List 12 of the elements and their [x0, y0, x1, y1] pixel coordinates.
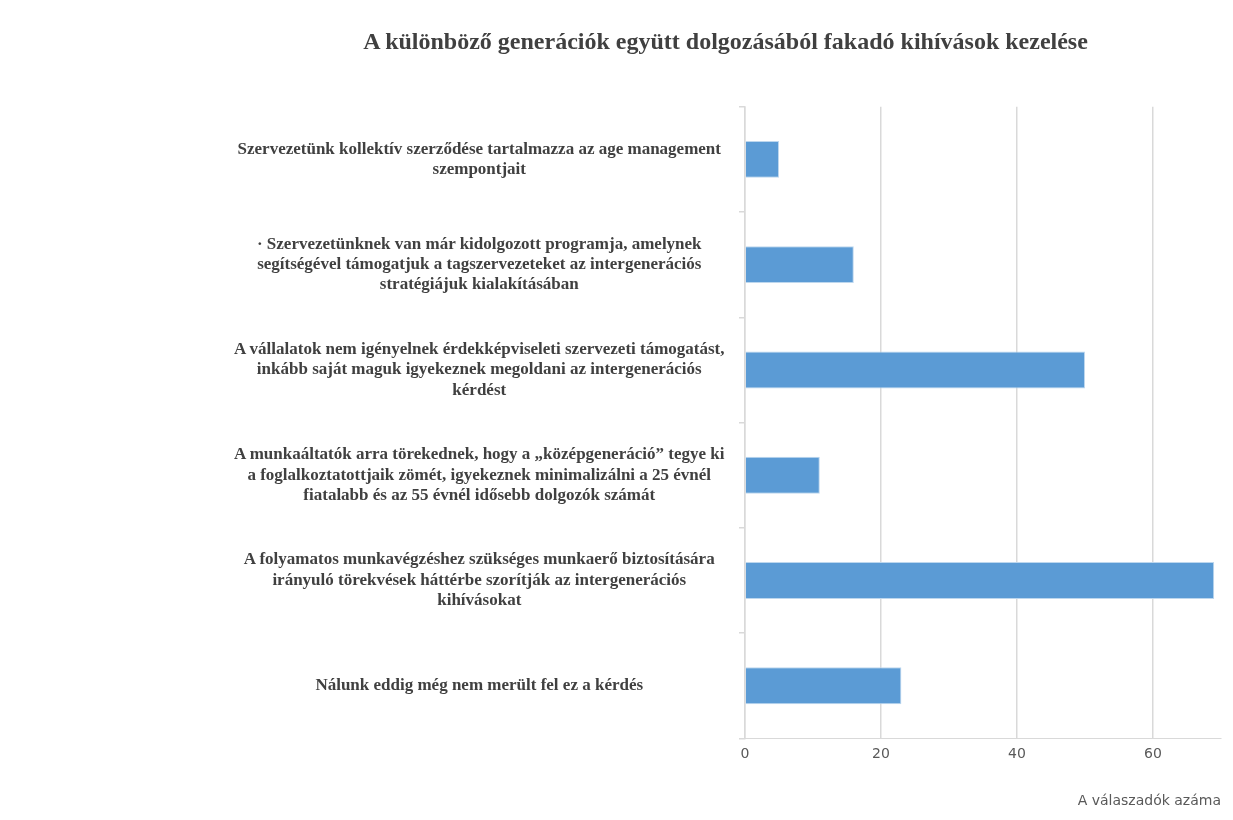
x-axis-title: A válaszadók azáma	[1077, 792, 1221, 809]
x-tick-label: 0	[740, 745, 750, 762]
x-tick-label: 60	[1144, 745, 1162, 762]
y-tick-label: A munkaáltatók arra törekednek, hogy a „középgeneráció” tegye ki a foglalkoztatottjaik zömét, igyekeznek minimalizálni a 25 évnél fiatalabb és az 55 évnél idősebb dolgozók számát	[234, 444, 725, 505]
y-tick-label: Szervezetünk kollektív szerződése tartalmazza az age management szempontjait	[237, 138, 722, 179]
x-tick-label: 20	[872, 745, 890, 762]
y-tick-label: A folyamatos munkavégzéshez szükséges munkaerő biztosítására irányuló törekvések háttérbe szorítják az intergenerációs kihívásokat	[243, 549, 716, 610]
x-tick-label: 40	[1008, 745, 1026, 762]
y-tick-label: A vállalatok nem igényelnek érdekképviseleti szervezeti támogatást, inkább saját maguk igyekeznek megoldani az intergenerációs kérdést	[233, 338, 725, 399]
chart-title: A különböző generációk együtt dolgozásából fakadó kihívások kezelése	[363, 27, 1089, 54]
y-tick-label: · Szervezetünknek van már kidolgozott programja, amelynek segítségével támogatjuk a tagszervezeteket az intergenerációs stratégiájuk kialakításában	[256, 233, 703, 294]
y-tick-label: Nálunk eddig még nem merült fel ez a kérdés	[315, 675, 644, 695]
